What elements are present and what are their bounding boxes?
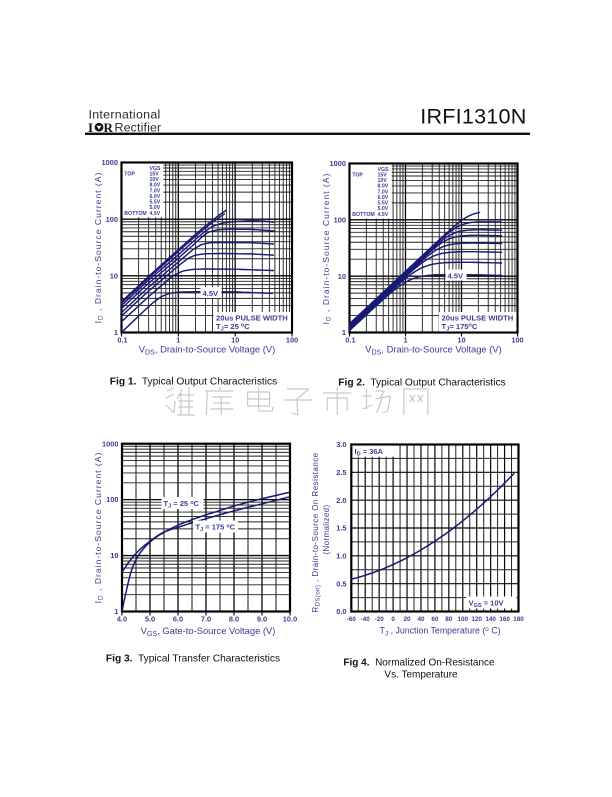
svg-text:TJ= 175oC: TJ= 175oC <box>442 322 478 333</box>
svg-text:Fig 1. Typical Output Charact: Fig 1. Typical Output Characteristics <box>110 377 277 388</box>
svg-text:15V: 15V <box>378 172 388 178</box>
svg-text:4.5V: 4.5V <box>378 212 389 218</box>
svg-text:10.0: 10.0 <box>283 615 297 624</box>
svg-text:4.5V: 4.5V <box>448 272 465 281</box>
svg-text:TJ= 25 oC: TJ= 25 oC <box>216 322 250 333</box>
svg-text:6.0V: 6.0V <box>378 195 389 201</box>
svg-text:5.0V: 5.0V <box>150 205 161 211</box>
svg-text:Fig 4. Normalized On-Resistan: Fig 4. Normalized On-Resistance <box>343 658 495 669</box>
svg-text:8.0: 8.0 <box>229 615 239 624</box>
svg-text:15V: 15V <box>150 171 160 177</box>
svg-text:60: 60 <box>431 616 439 623</box>
svg-text:2.0: 2.0 <box>336 496 346 505</box>
svg-text:ID , Drain-to-Source Current (: ID , Drain-to-Source Current (A) <box>93 452 105 604</box>
svg-text:0.1: 0.1 <box>117 336 127 345</box>
svg-text:ID = 36A: ID = 36A <box>355 447 384 458</box>
svg-text:-40: -40 <box>361 616 371 623</box>
svg-text:10: 10 <box>110 551 118 560</box>
svg-text:3.0: 3.0 <box>336 440 346 449</box>
svg-text:140: 140 <box>485 616 496 623</box>
svg-text:TOP: TOP <box>352 172 363 178</box>
svg-text:8.0V: 8.0V <box>378 184 389 190</box>
svg-text:5.0: 5.0 <box>145 615 155 624</box>
svg-text:5.0V: 5.0V <box>378 206 389 212</box>
svg-text:1: 1 <box>176 336 180 345</box>
svg-text:VGS, Gate-to-Source Voltage (V: VGS, Gate-to-Source Voltage (V) <box>141 625 276 638</box>
svg-text:80: 80 <box>445 616 453 623</box>
svg-text:(Normalized): (Normalized) <box>322 505 331 555</box>
svg-text:Fig 3. Typical Transfer Chara: Fig 3. Typical Transfer Characteristics <box>106 654 280 665</box>
svg-text:BOTTOM: BOTTOM <box>352 212 374 218</box>
svg-text:100: 100 <box>511 336 523 345</box>
svg-text:VDS, Drain-to-Source Voltage (: VDS, Drain-to-Source Voltage (V) <box>139 344 276 357</box>
svg-text:1000: 1000 <box>102 158 118 167</box>
svg-text:7.0: 7.0 <box>201 615 211 624</box>
svg-text:10: 10 <box>338 272 346 281</box>
svg-text:10: 10 <box>457 336 465 345</box>
svg-text:5.5V: 5.5V <box>378 201 389 207</box>
svg-text:100: 100 <box>458 616 469 623</box>
svg-text:IRFI1310N: IRFI1310N <box>420 104 526 129</box>
svg-text:TOP: TOP <box>124 171 135 177</box>
svg-text:1: 1 <box>114 328 118 337</box>
svg-text:BOTTOM: BOTTOM <box>124 211 146 217</box>
svg-text:4.5V: 4.5V <box>203 289 220 298</box>
svg-text:40: 40 <box>417 616 425 623</box>
svg-text:-60: -60 <box>347 616 357 623</box>
svg-text:ID , Drain-to-Source Current (: ID , Drain-to-Source Current (A) <box>93 172 105 324</box>
svg-text:10: 10 <box>110 271 118 280</box>
svg-text:Rectifier: Rectifier <box>115 121 162 135</box>
svg-text:1: 1 <box>342 328 346 337</box>
svg-text:100: 100 <box>286 336 298 345</box>
svg-text:1: 1 <box>114 607 118 616</box>
svg-text:RDS(on) , Drain-to-Source On R: RDS(on) , Drain-to-Source On Resistance <box>311 452 322 612</box>
svg-text:10V: 10V <box>150 177 160 183</box>
svg-text:20: 20 <box>403 616 411 623</box>
svg-text:0.5: 0.5 <box>336 579 346 588</box>
svg-text:10: 10 <box>231 336 239 345</box>
svg-text:1: 1 <box>403 336 407 345</box>
svg-text:8.0V: 8.0V <box>150 183 161 189</box>
svg-text:9.0: 9.0 <box>257 615 267 624</box>
svg-text:VGS = 10V: VGS = 10V <box>469 599 504 610</box>
svg-text:100: 100 <box>106 495 118 504</box>
svg-text:Vs. Temperature: Vs. Temperature <box>384 670 458 681</box>
svg-text:1.0: 1.0 <box>336 551 346 560</box>
svg-text:2.5: 2.5 <box>336 468 346 477</box>
svg-text:4.5V: 4.5V <box>150 211 161 217</box>
svg-text:TJ = 25 oC: TJ = 25 oC <box>164 499 200 510</box>
svg-text:International: International <box>89 107 161 121</box>
svg-text:I: I <box>88 120 93 135</box>
svg-text:6.0: 6.0 <box>173 615 183 624</box>
svg-text:120: 120 <box>471 616 482 623</box>
svg-text:VGS: VGS <box>150 166 161 172</box>
svg-text:1000: 1000 <box>330 159 346 168</box>
svg-text:R: R <box>104 120 114 135</box>
svg-text:TJ = 175 oC: TJ = 175 oC <box>196 523 236 534</box>
svg-text:6.0V: 6.0V <box>150 194 161 200</box>
svg-text:160: 160 <box>499 616 510 623</box>
svg-text:VGS: VGS <box>378 167 389 173</box>
svg-text:4.0: 4.0 <box>117 615 127 624</box>
svg-text:180: 180 <box>513 616 524 623</box>
svg-text:100: 100 <box>106 215 118 224</box>
svg-text:0.1: 0.1 <box>345 336 355 345</box>
svg-text:5.5V: 5.5V <box>150 200 161 206</box>
svg-text:Fig 2. Typical Output Charact: Fig 2. Typical Output Characteristics <box>338 378 505 389</box>
svg-text:10V: 10V <box>378 178 388 184</box>
svg-text:20us PULSE WIDTH: 20us PULSE WIDTH <box>442 314 514 323</box>
svg-text:VDS, Drain-to-Source Voltage (: VDS, Drain-to-Source Voltage (V) <box>365 344 502 357</box>
svg-text:7.0V: 7.0V <box>150 188 161 194</box>
svg-text:20us PULSE WIDTH: 20us PULSE WIDTH <box>216 314 288 323</box>
svg-text:100: 100 <box>334 215 346 224</box>
svg-text:-20: -20 <box>375 616 385 623</box>
svg-text:ID , Drain-to-Source Current (: ID , Drain-to-Source Current (A) <box>321 173 333 325</box>
svg-text:0.0: 0.0 <box>336 607 346 616</box>
svg-text:7.0V: 7.0V <box>378 189 389 195</box>
svg-text:1.5: 1.5 <box>336 524 346 533</box>
svg-text:TJ , Junction Temperature (o C: TJ , Junction Temperature (o C) <box>379 626 500 638</box>
svg-text:0: 0 <box>391 616 395 623</box>
svg-text:1000: 1000 <box>102 439 118 448</box>
